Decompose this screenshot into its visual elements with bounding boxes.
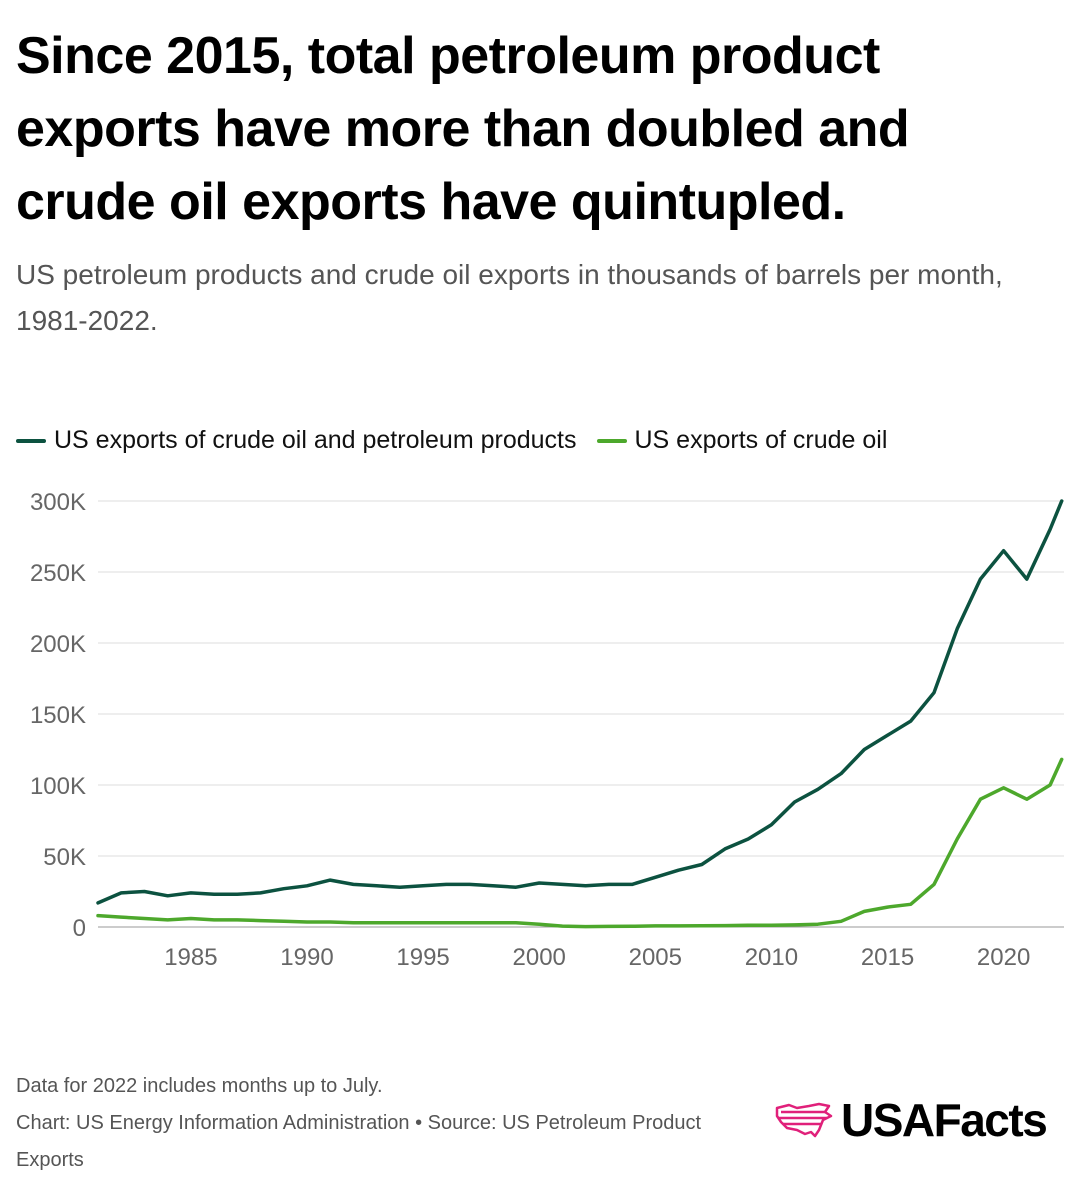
legend-label-crude: US exports of crude oil bbox=[634, 426, 888, 454]
x-tick-label: 2005 bbox=[629, 944, 682, 971]
y-tick-label: 50K bbox=[43, 844, 86, 871]
chart-subtitle: US petroleum products and crude oil expo… bbox=[16, 259, 1003, 336]
footer-credit: Chart: US Energy Information Administrat… bbox=[16, 1112, 702, 1171]
usafacts-logo: USAFacts bbox=[775, 1093, 1048, 1147]
x-tick-label: 1990 bbox=[280, 944, 333, 971]
legend-label-total: US exports of crude oil and petroleum pr… bbox=[54, 426, 577, 454]
line-chart: 0 50K 100K 150K 200K 250K 300K 1985 1990 1995 2000… bbox=[30, 489, 1064, 971]
usa-map-stripes-icon bbox=[775, 1102, 833, 1138]
y-tick-label: 150K bbox=[30, 702, 86, 729]
legend-swatch-total bbox=[16, 438, 46, 443]
x-tick-label: 2015 bbox=[861, 944, 914, 971]
x-tick-label: 2000 bbox=[513, 944, 566, 971]
footer-note: Data for 2022 includes months up to July… bbox=[16, 1075, 383, 1097]
page-title: Since 2015, total petroleum product expo… bbox=[16, 27, 910, 231]
y-tick-label: 0 bbox=[73, 915, 86, 942]
y-tick-label: 100K bbox=[30, 773, 86, 800]
y-tick-label: 200K bbox=[30, 631, 86, 658]
x-tick-label: 2020 bbox=[977, 944, 1030, 971]
logo-wordmark: USAFacts bbox=[841, 1094, 1048, 1146]
legend-swatch-crude bbox=[596, 438, 627, 443]
x-tick-label: 2010 bbox=[745, 944, 798, 971]
chart-legend: US exports of crude oil and petroleum pr… bbox=[16, 426, 907, 455]
legend-item-total: US exports of crude oil and petroleum pr… bbox=[16, 426, 577, 455]
x-tick-label: 1985 bbox=[164, 944, 217, 971]
series-line-total bbox=[96, 499, 1064, 905]
y-tick-label: 300K bbox=[30, 489, 86, 516]
legend-item-crude: US exports of crude oil bbox=[596, 426, 888, 455]
chart-footer: Data for 2022 includes months up to July… bbox=[16, 1068, 716, 1179]
x-tick-label: 1995 bbox=[396, 944, 449, 971]
y-tick-label: 250K bbox=[30, 560, 86, 587]
series-line-crude bbox=[96, 757, 1064, 929]
